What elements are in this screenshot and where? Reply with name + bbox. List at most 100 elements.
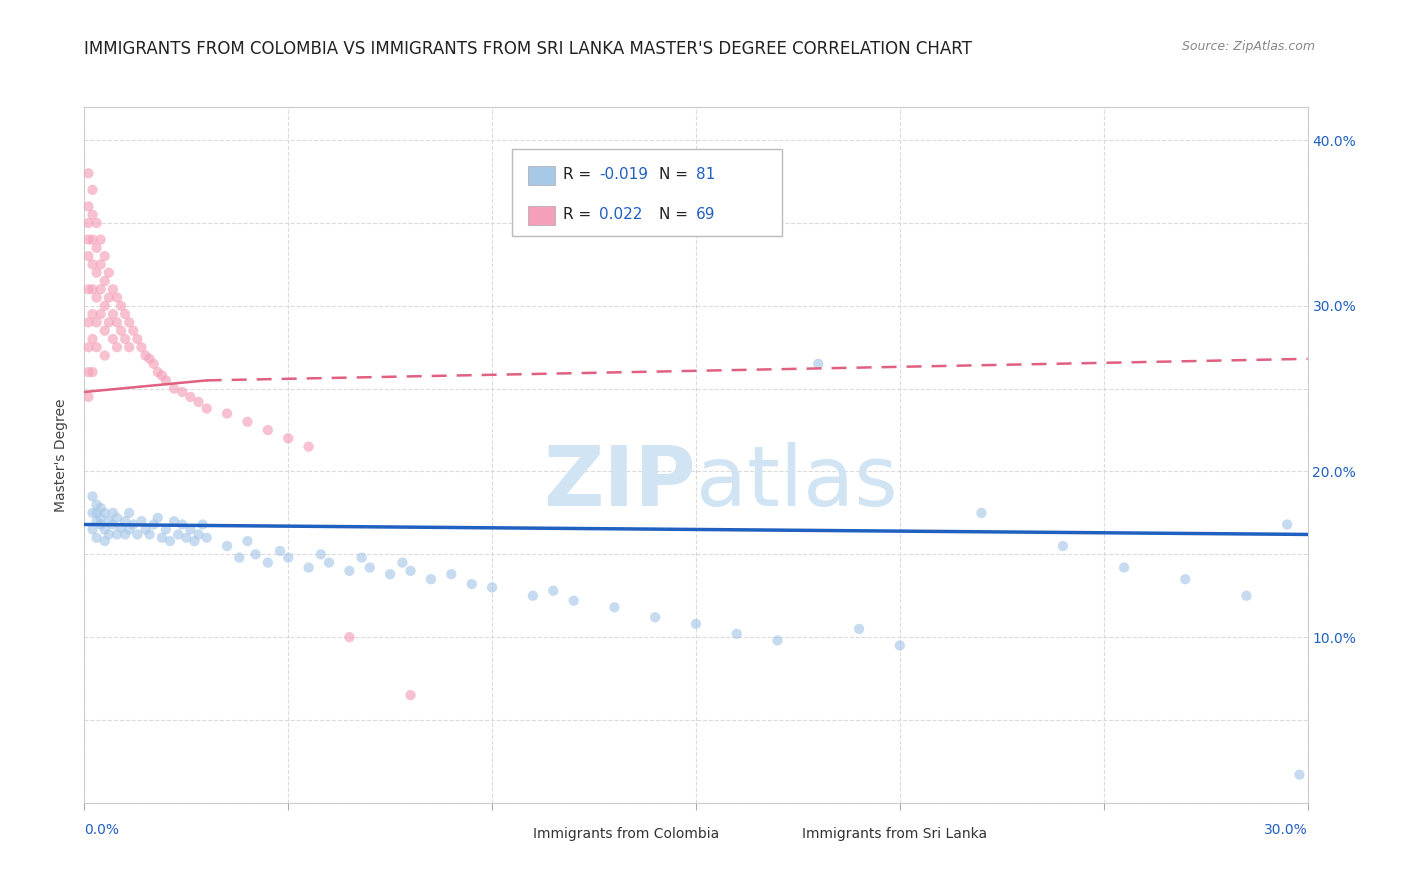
- Point: [86, 216, 108, 230]
- Point: [970, 506, 993, 520]
- Point: [298, 560, 321, 574]
- Point: [82, 506, 104, 520]
- Point: [93, 324, 115, 338]
- Point: [236, 534, 259, 549]
- Point: [86, 340, 108, 354]
- Point: [86, 531, 108, 545]
- Point: [807, 357, 830, 371]
- Point: [309, 547, 332, 561]
- Point: [114, 527, 136, 541]
- Text: IMMIGRANTS FROM COLOMBIA VS IMMIGRANTS FROM SRI LANKA MASTER'S DEGREE CORRELATIO: IMMIGRANTS FROM COLOMBIA VS IMMIGRANTS F…: [84, 40, 972, 58]
- Point: [380, 567, 402, 582]
- Point: [848, 622, 870, 636]
- Point: [101, 517, 124, 532]
- Point: [77, 282, 100, 296]
- Point: [183, 534, 205, 549]
- Text: atlas: atlas: [696, 442, 897, 524]
- Point: [138, 351, 160, 366]
- Point: [122, 517, 145, 532]
- Point: [187, 527, 209, 541]
- Point: [77, 249, 100, 263]
- Point: [766, 633, 789, 648]
- Point: [90, 517, 112, 532]
- FancyBboxPatch shape: [501, 825, 527, 845]
- Point: [93, 523, 115, 537]
- Point: [179, 390, 201, 404]
- Point: [167, 527, 190, 541]
- Y-axis label: Master's Degree: Master's Degree: [55, 398, 69, 512]
- Point: [90, 282, 112, 296]
- Point: [889, 639, 911, 653]
- Point: [77, 233, 100, 247]
- Point: [105, 511, 128, 525]
- Point: [172, 384, 194, 399]
- Point: [118, 315, 141, 329]
- Point: [135, 349, 157, 363]
- Point: [257, 556, 280, 570]
- Point: [187, 395, 209, 409]
- Point: [150, 368, 173, 383]
- Point: [90, 233, 112, 247]
- Point: [131, 340, 153, 354]
- Point: [257, 423, 280, 437]
- Point: [86, 291, 108, 305]
- Point: [195, 401, 218, 416]
- Point: [101, 307, 124, 321]
- Point: [195, 531, 218, 545]
- Point: [77, 216, 100, 230]
- Point: [245, 547, 267, 561]
- Point: [1236, 589, 1258, 603]
- Point: [142, 517, 165, 532]
- Point: [90, 500, 112, 515]
- Point: [118, 340, 141, 354]
- Point: [359, 560, 381, 574]
- Point: [77, 390, 100, 404]
- Point: [236, 415, 259, 429]
- Point: [97, 291, 120, 305]
- Point: [118, 523, 141, 537]
- Point: [90, 511, 112, 525]
- Text: 81: 81: [696, 167, 716, 182]
- Point: [97, 266, 120, 280]
- Point: [481, 581, 503, 595]
- Text: Immigrants from Colombia: Immigrants from Colombia: [533, 827, 720, 841]
- Point: [217, 539, 239, 553]
- Point: [77, 340, 100, 354]
- Text: -0.019: -0.019: [599, 167, 648, 182]
- Point: [155, 373, 177, 387]
- Point: [82, 489, 104, 503]
- Point: [440, 567, 463, 582]
- Point: [1052, 539, 1074, 553]
- Point: [86, 506, 108, 520]
- Point: [191, 517, 214, 532]
- Point: [97, 315, 120, 329]
- Text: N =: N =: [659, 207, 693, 222]
- Point: [174, 531, 197, 545]
- Point: [603, 600, 626, 615]
- Point: [82, 183, 104, 197]
- Text: Source: ZipAtlas.com: Source: ZipAtlas.com: [1181, 40, 1315, 54]
- Point: [82, 523, 104, 537]
- Point: [150, 531, 173, 545]
- Point: [93, 249, 115, 263]
- Text: 0.022: 0.022: [599, 207, 643, 222]
- Text: 0.0%: 0.0%: [84, 823, 120, 837]
- Point: [110, 299, 132, 313]
- Point: [114, 332, 136, 346]
- Point: [101, 332, 124, 346]
- Point: [110, 324, 132, 338]
- Point: [101, 282, 124, 296]
- Point: [114, 307, 136, 321]
- FancyBboxPatch shape: [529, 206, 555, 225]
- Point: [339, 630, 361, 644]
- Point: [1114, 560, 1136, 574]
- Point: [82, 208, 104, 222]
- Point: [350, 550, 373, 565]
- Point: [105, 340, 128, 354]
- Point: [163, 382, 186, 396]
- FancyBboxPatch shape: [529, 166, 555, 186]
- Point: [277, 431, 299, 445]
- Point: [114, 514, 136, 528]
- Point: [105, 291, 128, 305]
- Point: [86, 514, 108, 528]
